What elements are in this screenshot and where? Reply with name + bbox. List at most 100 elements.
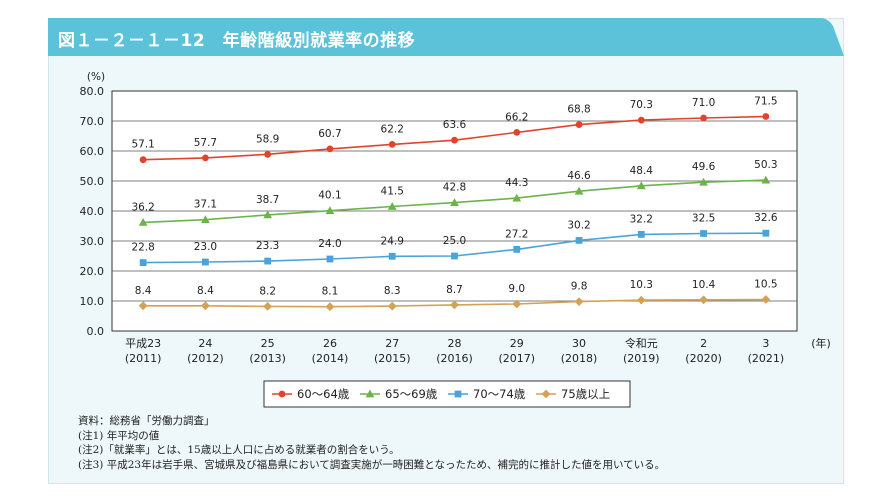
data-point	[574, 297, 584, 306]
note-source: 資料：総務省「労働力調査」	[78, 415, 215, 427]
data-point	[450, 198, 459, 206]
x-tick-label: 27	[385, 337, 399, 350]
data-point	[451, 136, 458, 144]
data-point	[202, 258, 209, 266]
y-tick-label: 40.0	[80, 205, 105, 218]
data-point	[264, 257, 272, 265]
data-point	[325, 206, 335, 215]
legend-label: 70～74歳	[473, 387, 526, 401]
note-1: (注1) 年平均の値	[78, 429, 160, 442]
y-tick-label: 70.0	[80, 115, 105, 128]
data-label: 44.3	[505, 177, 528, 189]
x-tick-label: 28	[448, 337, 462, 350]
data-point	[761, 295, 771, 304]
data-label: 49.6	[692, 161, 716, 173]
data-point	[450, 300, 459, 310]
data-point	[636, 295, 646, 305]
data-point	[451, 252, 458, 260]
x-tick-year: (2014)	[312, 352, 349, 365]
data-label: 66.2	[505, 111, 528, 123]
data-point	[513, 129, 521, 136]
data-point	[388, 252, 396, 260]
data-label: 58.9	[256, 133, 279, 145]
data-point	[139, 156, 147, 164]
data-point	[387, 202, 397, 210]
data-label: 50.3	[754, 159, 777, 171]
data-label: 48.4	[630, 165, 654, 177]
data-point	[512, 193, 522, 202]
x-axis-unit: (年)	[811, 336, 831, 350]
data-label: 46.6	[567, 170, 591, 182]
data-label: 42.8	[443, 182, 466, 194]
data-label: 36.2	[131, 201, 154, 213]
data-point	[512, 299, 522, 309]
data-label: 9.0	[508, 283, 525, 295]
y-tick-label: 80.0	[80, 85, 105, 98]
data-label: 62.2	[381, 123, 404, 135]
legend-box	[263, 380, 631, 408]
figure-title: 図１－２－１－12 年齢階級別就業率の推移	[58, 31, 416, 51]
data-label: 32.6	[754, 212, 778, 224]
x-tick-label: 30	[572, 337, 586, 350]
legend-label: 75歳以上	[561, 387, 610, 401]
legend-label: 60～64歳	[297, 387, 350, 401]
data-label: 8.4	[197, 285, 214, 297]
data-point	[138, 218, 148, 226]
data-point	[263, 302, 273, 311]
x-tick-year: (2018)	[561, 352, 598, 365]
x-tick-year: (2021)	[748, 352, 785, 365]
data-label: 41.5	[381, 186, 404, 198]
data-point	[326, 255, 334, 263]
data-label: 63.6	[443, 119, 467, 131]
data-point	[636, 181, 646, 190]
data-label: 25.0	[443, 235, 466, 247]
x-tick-year: (2015)	[374, 352, 411, 365]
data-point	[761, 175, 771, 184]
data-point	[264, 150, 272, 158]
x-tick-label: 26	[323, 337, 337, 350]
data-label: 10.5	[754, 279, 777, 291]
x-tick-label: 3	[762, 337, 769, 350]
data-label: 32.5	[692, 213, 715, 225]
data-point	[700, 230, 707, 237]
data-point	[201, 301, 210, 311]
x-tick-year: (2013)	[249, 352, 286, 365]
data-point	[762, 113, 770, 120]
x-tick-year: (2012)	[187, 352, 224, 365]
data-label: 23.0	[194, 241, 217, 253]
data-label: 9.8	[571, 281, 588, 293]
data-label: 60.7	[318, 128, 341, 140]
data-label: 70.3	[630, 99, 653, 111]
data-label: 22.8	[131, 242, 154, 254]
data-label: 71.0	[692, 97, 715, 109]
x-tick-label: 25	[261, 337, 275, 350]
data-point	[575, 121, 583, 128]
data-point	[263, 210, 273, 219]
data-point	[700, 114, 707, 122]
data-point	[762, 229, 770, 237]
x-tick-label: 24	[198, 337, 212, 350]
x-tick-year: (2017)	[498, 352, 535, 365]
x-tick-year: (2020)	[685, 352, 722, 365]
data-label: 24.9	[381, 235, 404, 247]
data-label: 40.1	[318, 190, 341, 202]
data-label: 8.1	[322, 286, 339, 298]
data-point	[326, 145, 334, 153]
data-point	[202, 154, 209, 162]
y-tick-label: 60.0	[80, 145, 105, 158]
data-label: 71.5	[754, 96, 777, 108]
x-tick-label: 29	[510, 337, 524, 350]
data-label: 37.1	[194, 199, 217, 211]
data-label: 8.7	[446, 284, 463, 296]
x-tick-year: (2016)	[436, 352, 473, 365]
x-tick-label: 2	[700, 337, 707, 350]
data-point	[513, 246, 521, 253]
y-tick-label: 50.0	[80, 175, 105, 188]
data-label: 57.1	[131, 139, 154, 151]
data-label: 10.3	[630, 279, 653, 291]
legend-marker	[365, 389, 375, 398]
note-2: (注2)「就業率」とは、15歳以上人口に占める就業者の割合をいう。	[78, 444, 400, 456]
y-tick-label: 20.0	[80, 265, 105, 278]
data-label: 32.2	[630, 213, 653, 225]
